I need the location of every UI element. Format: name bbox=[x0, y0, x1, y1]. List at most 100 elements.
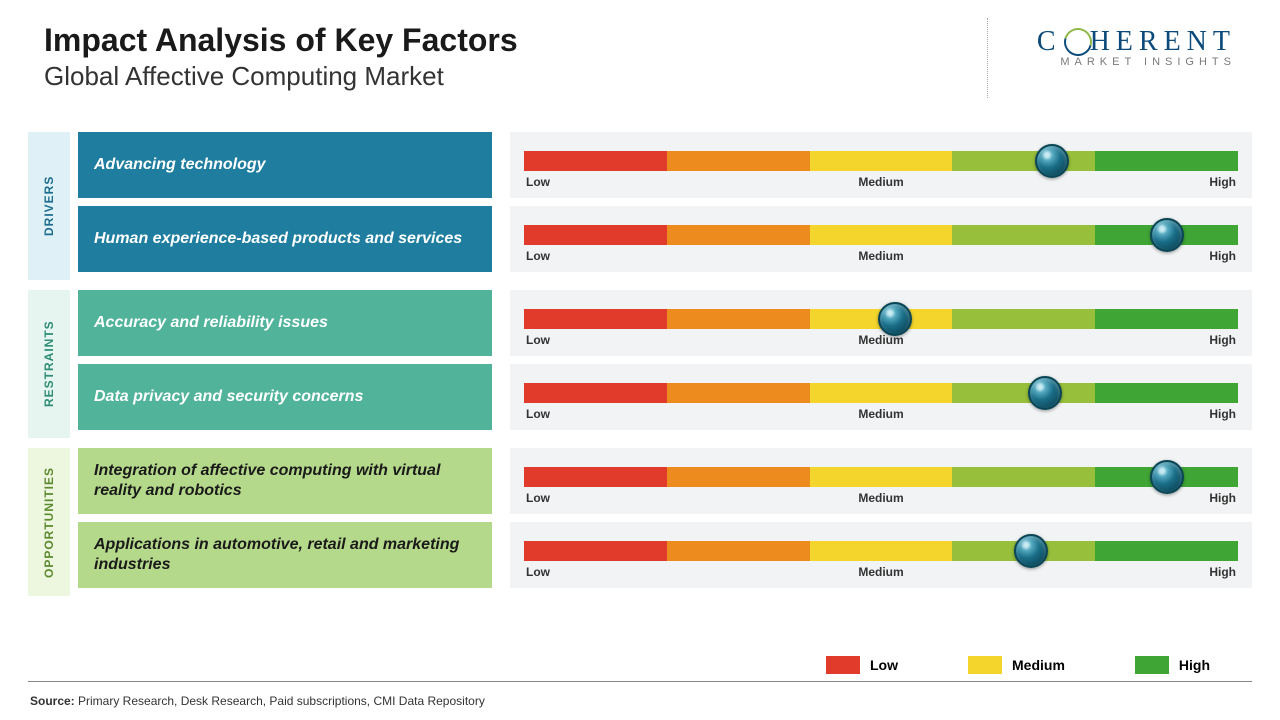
slider-segment bbox=[667, 309, 810, 329]
factor-row: Integration of affective computing with … bbox=[78, 448, 1252, 514]
slider-segment bbox=[524, 383, 667, 403]
logo-subtext: MARKET INSIGHTS bbox=[1037, 56, 1236, 68]
slider-segment bbox=[810, 467, 953, 487]
scale-high: High bbox=[1209, 175, 1236, 189]
slider-segment bbox=[667, 225, 810, 245]
impact-slider: Low Medium High bbox=[510, 206, 1252, 272]
factor-row: Human experience-based products and serv… bbox=[78, 206, 1252, 272]
slider-track bbox=[524, 151, 1238, 171]
scale-high: High bbox=[1209, 249, 1236, 263]
slider-segment bbox=[952, 151, 1095, 171]
legend-item: High bbox=[1135, 656, 1210, 674]
legend-label: High bbox=[1179, 657, 1210, 673]
slider-segment bbox=[524, 225, 667, 245]
slider-track bbox=[524, 383, 1238, 403]
scale-labels: Low Medium High bbox=[524, 407, 1238, 421]
slider-segment bbox=[952, 225, 1095, 245]
factor-label: Advancing technology bbox=[78, 132, 492, 198]
category-tab: DRIVERS bbox=[28, 132, 70, 280]
legend-item: Medium bbox=[968, 656, 1065, 674]
scale-labels: Low Medium High bbox=[524, 565, 1238, 579]
scale-low: Low bbox=[526, 565, 550, 579]
scale-medium: Medium bbox=[858, 491, 903, 505]
legend-label: Medium bbox=[1012, 657, 1065, 673]
category-tab: RESTRAINTS bbox=[28, 290, 70, 438]
scale-low: Low bbox=[526, 407, 550, 421]
impact-slider: Low Medium High bbox=[510, 290, 1252, 356]
slider-segment bbox=[667, 541, 810, 561]
scale-low: Low bbox=[526, 333, 550, 347]
chart-subtitle: Global Affective Computing Market bbox=[44, 61, 518, 92]
slider-segment bbox=[810, 541, 953, 561]
logo-divider bbox=[987, 18, 988, 98]
scale-medium: Medium bbox=[858, 565, 903, 579]
category-tab: OPPORTUNITIES bbox=[28, 448, 70, 596]
slider-segment bbox=[1095, 151, 1238, 171]
header: Impact Analysis of Key Factors Global Af… bbox=[44, 22, 1236, 92]
category-rows: Integration of affective computing with … bbox=[78, 448, 1252, 596]
slider-segment bbox=[952, 309, 1095, 329]
factor-label: Accuracy and reliability issues bbox=[78, 290, 492, 356]
slider-segment bbox=[952, 467, 1095, 487]
slider-segment bbox=[524, 151, 667, 171]
scale-medium: Medium bbox=[858, 333, 903, 347]
impact-slider: Low Medium High bbox=[510, 132, 1252, 198]
slider-track bbox=[524, 467, 1238, 487]
scale-high: High bbox=[1209, 333, 1236, 347]
slider-segment bbox=[810, 383, 953, 403]
scale-low: Low bbox=[526, 249, 550, 263]
factor-row: Advancing technology Low Medium High bbox=[78, 132, 1252, 198]
brand-logo: CHERENT MARKET INSIGHTS bbox=[1037, 22, 1236, 68]
slider-segment bbox=[667, 383, 810, 403]
legend-item: Low bbox=[826, 656, 898, 674]
legend: Low Medium High bbox=[826, 656, 1210, 674]
slider-segment bbox=[667, 467, 810, 487]
slider-segment bbox=[667, 151, 810, 171]
slider-segment bbox=[810, 225, 953, 245]
legend-label: Low bbox=[870, 657, 898, 673]
category-block: RESTRAINTSAccuracy and reliability issue… bbox=[28, 290, 1252, 438]
scale-low: Low bbox=[526, 175, 550, 189]
impact-slider: Low Medium High bbox=[510, 364, 1252, 430]
source-note: Source: Primary Research, Desk Research,… bbox=[30, 694, 485, 708]
factor-label: Integration of affective computing with … bbox=[78, 448, 492, 514]
slider-segment bbox=[1095, 541, 1238, 561]
factor-row: Applications in automotive, retail and m… bbox=[78, 522, 1252, 588]
slider-segment bbox=[524, 467, 667, 487]
factor-row: Data privacy and security concerns Low Med… bbox=[78, 364, 1252, 430]
factor-grid: DRIVERSAdvancing technology Low Medium High… bbox=[28, 132, 1252, 606]
legend-swatch bbox=[968, 656, 1002, 674]
slider-track bbox=[524, 541, 1238, 561]
factor-row: Accuracy and reliability issues Low Medium… bbox=[78, 290, 1252, 356]
scale-labels: Low Medium High bbox=[524, 249, 1238, 263]
scale-medium: Medium bbox=[858, 175, 903, 189]
scale-high: High bbox=[1209, 565, 1236, 579]
legend-swatch bbox=[826, 656, 860, 674]
scale-high: High bbox=[1209, 491, 1236, 505]
category-rows: Accuracy and reliability issues Low Medium… bbox=[78, 290, 1252, 438]
slider-track bbox=[524, 309, 1238, 329]
factor-label: Human experience-based products and serv… bbox=[78, 206, 492, 272]
category-rows: Advancing technology Low Medium High Human e… bbox=[78, 132, 1252, 280]
divider-line bbox=[28, 681, 1252, 682]
scale-medium: Medium bbox=[858, 249, 903, 263]
slider-segment bbox=[524, 309, 667, 329]
legend-swatch bbox=[1135, 656, 1169, 674]
chart-title: Impact Analysis of Key Factors bbox=[44, 22, 518, 59]
scale-high: High bbox=[1209, 407, 1236, 421]
scale-medium: Medium bbox=[858, 407, 903, 421]
category-block: DRIVERSAdvancing technology Low Medium High… bbox=[28, 132, 1252, 280]
scale-low: Low bbox=[526, 491, 550, 505]
scale-labels: Low Medium High bbox=[524, 175, 1238, 189]
category-block: OPPORTUNITIESIntegration of affective co… bbox=[28, 448, 1252, 596]
factor-label: Data privacy and security concerns bbox=[78, 364, 492, 430]
scale-labels: Low Medium High bbox=[524, 491, 1238, 505]
logo-text: CHERENT bbox=[1037, 26, 1236, 58]
impact-slider: Low Medium High bbox=[510, 448, 1252, 514]
slider-segment bbox=[810, 151, 953, 171]
slider-segment bbox=[1095, 309, 1238, 329]
slider-track bbox=[524, 225, 1238, 245]
globe-icon bbox=[1062, 26, 1090, 54]
title-block: Impact Analysis of Key Factors Global Af… bbox=[44, 22, 518, 92]
slider-segment bbox=[1095, 383, 1238, 403]
